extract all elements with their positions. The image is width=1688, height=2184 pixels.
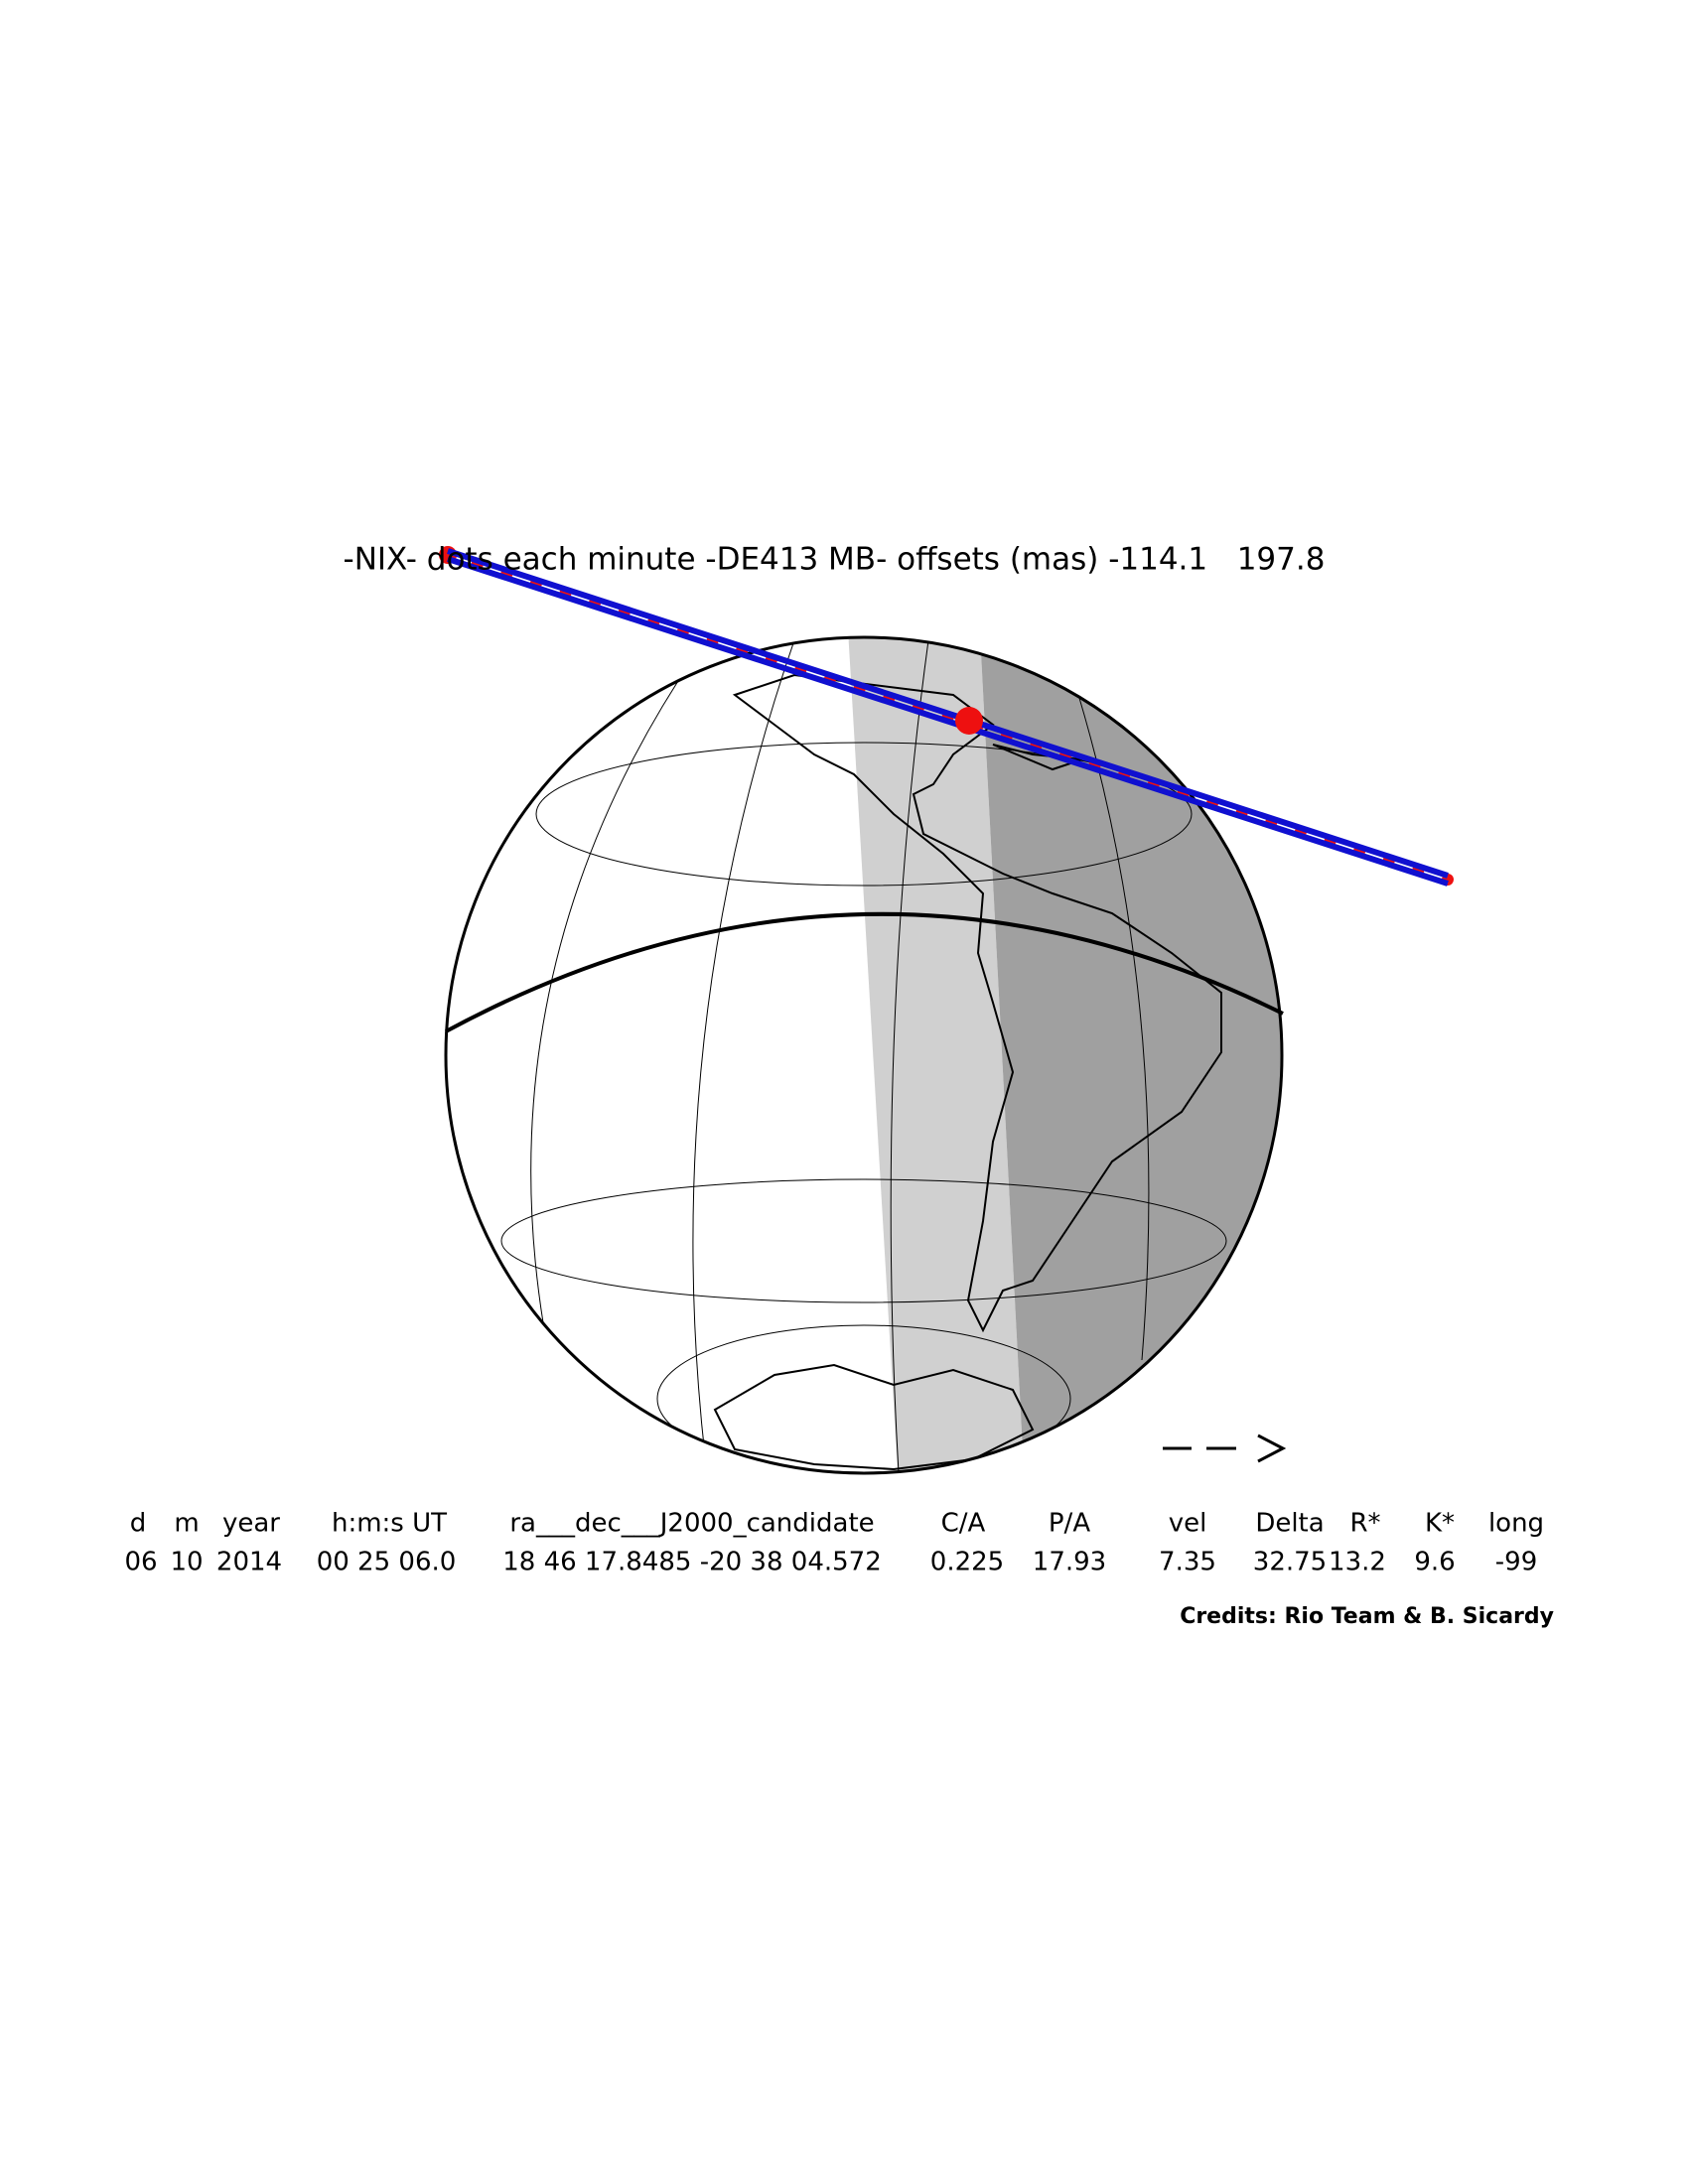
column-value: 13.2 xyxy=(1329,1548,1386,1577)
column-header: vel xyxy=(1169,1509,1207,1539)
column-header: ra___dec___J2000_candidate xyxy=(509,1509,874,1539)
column-value: 06 xyxy=(124,1548,157,1577)
column-header: C/A xyxy=(941,1509,986,1539)
column-header: K* xyxy=(1425,1509,1455,1539)
column-value: 32.75 xyxy=(1253,1548,1327,1577)
globe-limb xyxy=(444,635,1284,1475)
equator xyxy=(445,911,1284,1033)
column-header: P/A xyxy=(1049,1509,1090,1539)
column-value: 10 xyxy=(170,1548,203,1577)
column-header: long xyxy=(1488,1509,1544,1539)
globe xyxy=(444,635,1284,1475)
column-header: year xyxy=(222,1509,280,1539)
column-value: 7.35 xyxy=(1159,1548,1216,1577)
title: -NIX- dots each minute -DE413 MB- offset… xyxy=(344,542,1326,578)
column-value: 18 46 17.8485 -20 38 04.572 xyxy=(502,1548,882,1577)
closest-approach-dot xyxy=(955,707,983,735)
column-value: 00 25 06.0 xyxy=(317,1548,457,1577)
column-value: -99 xyxy=(1495,1548,1537,1577)
column-value: 17.93 xyxy=(1033,1548,1106,1577)
path-edge-south xyxy=(447,556,1449,887)
path-edge-north xyxy=(447,548,1449,879)
column-header: d xyxy=(130,1509,147,1539)
credits: Credits: Rio Team & B. Sicardy xyxy=(1180,1604,1554,1629)
column-header: Delta xyxy=(1255,1509,1324,1539)
column-header: R* xyxy=(1349,1509,1380,1539)
column-header: m xyxy=(174,1509,199,1539)
night-zone xyxy=(978,637,1282,1473)
column-value: 0.225 xyxy=(930,1548,1004,1577)
column-value: 2014 xyxy=(216,1548,282,1577)
twilight-zone xyxy=(846,637,1025,1473)
column-value: 9.6 xyxy=(1414,1548,1455,1577)
occultation-path xyxy=(439,546,1454,887)
parameter-table: d m year h:m:s UT ra___dec___J2000_candidate… xyxy=(124,1509,1544,1577)
direction-arrow xyxy=(1163,1433,1287,1463)
column-header: h:m:s UT xyxy=(332,1509,447,1539)
